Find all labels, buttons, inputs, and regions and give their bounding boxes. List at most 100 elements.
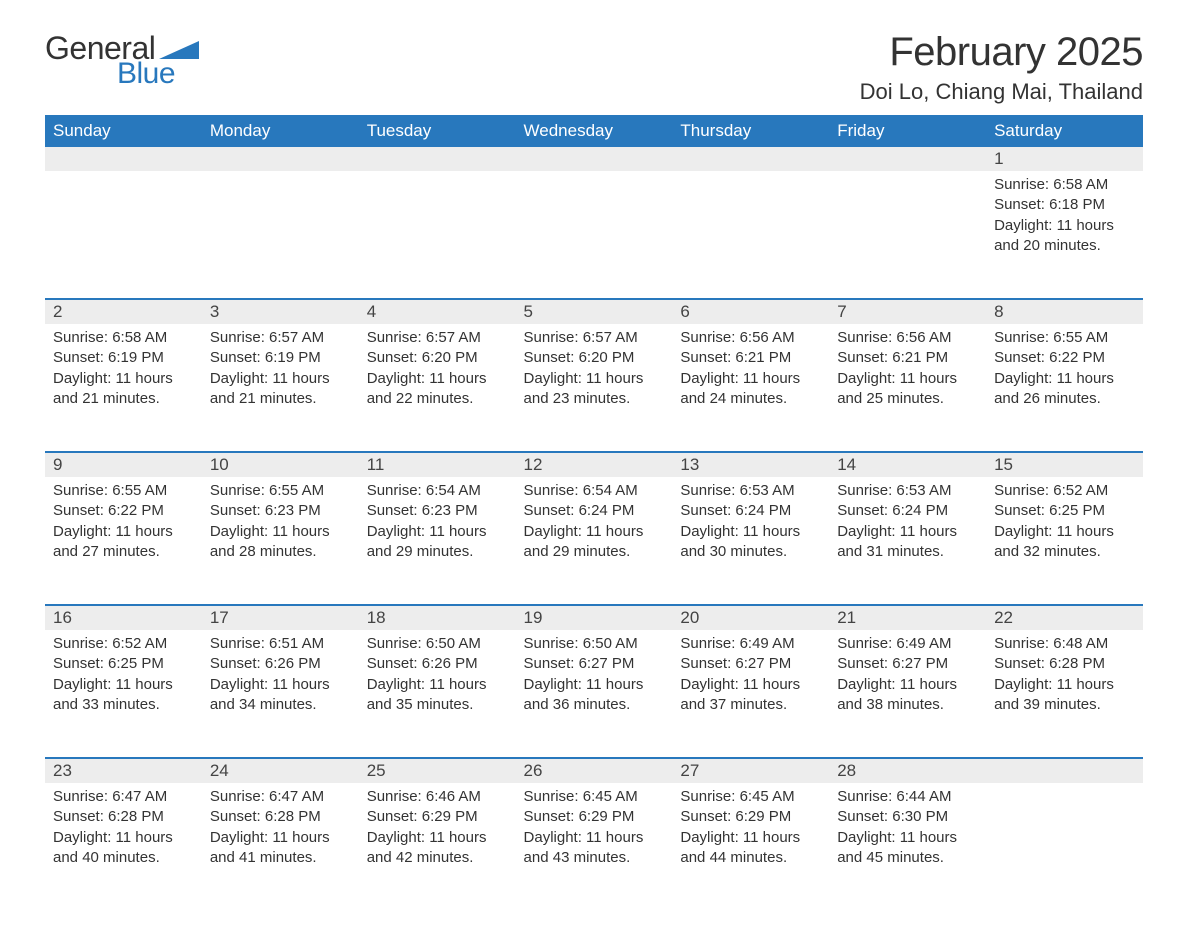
day-number-cell [986,758,1143,783]
day-detail: Sunrise: 6:53 AMSunset: 6:24 PMDaylight:… [829,477,986,580]
sunset-text: Sunset: 6:24 PM [680,501,821,521]
day-detail: Sunrise: 6:55 AMSunset: 6:22 PMDaylight:… [986,324,1143,427]
sunset-text: Sunset: 6:21 PM [837,348,978,368]
weekday-header: Saturday [986,115,1143,147]
day-content-cell: Sunrise: 6:55 AMSunset: 6:22 PMDaylight:… [986,324,1143,452]
day-detail: Sunrise: 6:47 AMSunset: 6:28 PMDaylight:… [202,783,359,886]
sunset-text: Sunset: 6:29 PM [680,807,821,827]
sunrise-text: Sunrise: 6:56 AM [680,328,821,348]
day-detail: Sunrise: 6:50 AMSunset: 6:26 PMDaylight:… [359,630,516,733]
day-detail: Sunrise: 6:50 AMSunset: 6:27 PMDaylight:… [516,630,673,733]
day-number-cell: 7 [829,299,986,324]
day-content-cell: Sunrise: 6:48 AMSunset: 6:28 PMDaylight:… [986,630,1143,758]
day-content-cell: Sunrise: 6:49 AMSunset: 6:27 PMDaylight:… [829,630,986,758]
day-detail: Sunrise: 6:49 AMSunset: 6:27 PMDaylight:… [672,630,829,733]
day-content-cell [516,171,673,299]
day-number-row: 2345678 [45,299,1143,324]
weekday-header: Monday [202,115,359,147]
sunrise-text: Sunrise: 6:49 AM [837,634,978,654]
daylight-text: Daylight: 11 hours and 29 minutes. [524,522,665,563]
sunrise-text: Sunrise: 6:56 AM [837,328,978,348]
logo: General Blue [45,30,199,91]
sunset-text: Sunset: 6:26 PM [210,654,351,674]
day-number-cell [516,147,673,171]
day-number-cell: 12 [516,452,673,477]
sunrise-text: Sunrise: 6:55 AM [994,328,1135,348]
day-content-cell: Sunrise: 6:46 AMSunset: 6:29 PMDaylight:… [359,783,516,911]
month-title: February 2025 [860,30,1143,75]
sunrise-text: Sunrise: 6:50 AM [367,634,508,654]
sunrise-text: Sunrise: 6:47 AM [53,787,194,807]
sunrise-text: Sunrise: 6:53 AM [680,481,821,501]
daylight-text: Daylight: 11 hours and 26 minutes. [994,369,1135,410]
day-content-cell: Sunrise: 6:49 AMSunset: 6:27 PMDaylight:… [672,630,829,758]
day-content-cell: Sunrise: 6:52 AMSunset: 6:25 PMDaylight:… [45,630,202,758]
daylight-text: Daylight: 11 hours and 44 minutes. [680,828,821,869]
day-detail: Sunrise: 6:58 AMSunset: 6:19 PMDaylight:… [45,324,202,427]
day-content-cell: Sunrise: 6:53 AMSunset: 6:24 PMDaylight:… [672,477,829,605]
sunset-text: Sunset: 6:29 PM [524,807,665,827]
sunset-text: Sunset: 6:27 PM [524,654,665,674]
day-content-cell: Sunrise: 6:58 AMSunset: 6:19 PMDaylight:… [45,324,202,452]
sunrise-text: Sunrise: 6:55 AM [53,481,194,501]
day-detail: Sunrise: 6:54 AMSunset: 6:24 PMDaylight:… [516,477,673,580]
day-content-cell [359,171,516,299]
daylight-text: Daylight: 11 hours and 39 minutes. [994,675,1135,716]
day-detail: Sunrise: 6:46 AMSunset: 6:29 PMDaylight:… [359,783,516,886]
day-content-cell: Sunrise: 6:45 AMSunset: 6:29 PMDaylight:… [516,783,673,911]
day-number-row: 9101112131415 [45,452,1143,477]
sunset-text: Sunset: 6:22 PM [994,348,1135,368]
sunset-text: Sunset: 6:21 PM [680,348,821,368]
sunrise-text: Sunrise: 6:45 AM [524,787,665,807]
day-number-cell [672,147,829,171]
day-number-cell: 18 [359,605,516,630]
day-content-cell: Sunrise: 6:57 AMSunset: 6:19 PMDaylight:… [202,324,359,452]
sunset-text: Sunset: 6:20 PM [524,348,665,368]
sunrise-text: Sunrise: 6:52 AM [994,481,1135,501]
day-content-row: Sunrise: 6:47 AMSunset: 6:28 PMDaylight:… [45,783,1143,911]
day-number-cell: 26 [516,758,673,783]
sunrise-text: Sunrise: 6:49 AM [680,634,821,654]
day-number-cell [202,147,359,171]
day-content-cell: Sunrise: 6:56 AMSunset: 6:21 PMDaylight:… [672,324,829,452]
daylight-text: Daylight: 11 hours and 41 minutes. [210,828,351,869]
daylight-text: Daylight: 11 hours and 24 minutes. [680,369,821,410]
daylight-text: Daylight: 11 hours and 23 minutes. [524,369,665,410]
day-content-cell: Sunrise: 6:54 AMSunset: 6:23 PMDaylight:… [359,477,516,605]
daylight-text: Daylight: 11 hours and 21 minutes. [53,369,194,410]
day-content-cell [672,171,829,299]
day-number-cell: 25 [359,758,516,783]
day-detail: Sunrise: 6:54 AMSunset: 6:23 PMDaylight:… [359,477,516,580]
day-content-cell: Sunrise: 6:44 AMSunset: 6:30 PMDaylight:… [829,783,986,911]
sunset-text: Sunset: 6:19 PM [53,348,194,368]
day-detail: Sunrise: 6:55 AMSunset: 6:22 PMDaylight:… [45,477,202,580]
weekday-header: Tuesday [359,115,516,147]
day-content-cell [45,171,202,299]
day-content-cell: Sunrise: 6:55 AMSunset: 6:22 PMDaylight:… [45,477,202,605]
day-detail: Sunrise: 6:49 AMSunset: 6:27 PMDaylight:… [829,630,986,733]
sunset-text: Sunset: 6:25 PM [994,501,1135,521]
day-number-cell: 24 [202,758,359,783]
day-content-cell: Sunrise: 6:50 AMSunset: 6:27 PMDaylight:… [516,630,673,758]
day-number-cell: 14 [829,452,986,477]
day-number-cell: 11 [359,452,516,477]
day-content-cell: Sunrise: 6:50 AMSunset: 6:26 PMDaylight:… [359,630,516,758]
day-detail: Sunrise: 6:45 AMSunset: 6:29 PMDaylight:… [672,783,829,886]
sunrise-text: Sunrise: 6:45 AM [680,787,821,807]
day-detail: Sunrise: 6:45 AMSunset: 6:29 PMDaylight:… [516,783,673,886]
day-number-cell: 5 [516,299,673,324]
sunset-text: Sunset: 6:28 PM [994,654,1135,674]
sunrise-text: Sunrise: 6:48 AM [994,634,1135,654]
day-detail: Sunrise: 6:56 AMSunset: 6:21 PMDaylight:… [829,324,986,427]
day-content-row: Sunrise: 6:58 AMSunset: 6:19 PMDaylight:… [45,324,1143,452]
daylight-text: Daylight: 11 hours and 38 minutes. [837,675,978,716]
day-number-cell: 4 [359,299,516,324]
day-content-cell: Sunrise: 6:56 AMSunset: 6:21 PMDaylight:… [829,324,986,452]
sunrise-text: Sunrise: 6:57 AM [524,328,665,348]
day-number-cell [359,147,516,171]
sunrise-text: Sunrise: 6:58 AM [994,175,1135,195]
day-detail: Sunrise: 6:53 AMSunset: 6:24 PMDaylight:… [672,477,829,580]
daylight-text: Daylight: 11 hours and 34 minutes. [210,675,351,716]
sunset-text: Sunset: 6:27 PM [680,654,821,674]
daylight-text: Daylight: 11 hours and 31 minutes. [837,522,978,563]
